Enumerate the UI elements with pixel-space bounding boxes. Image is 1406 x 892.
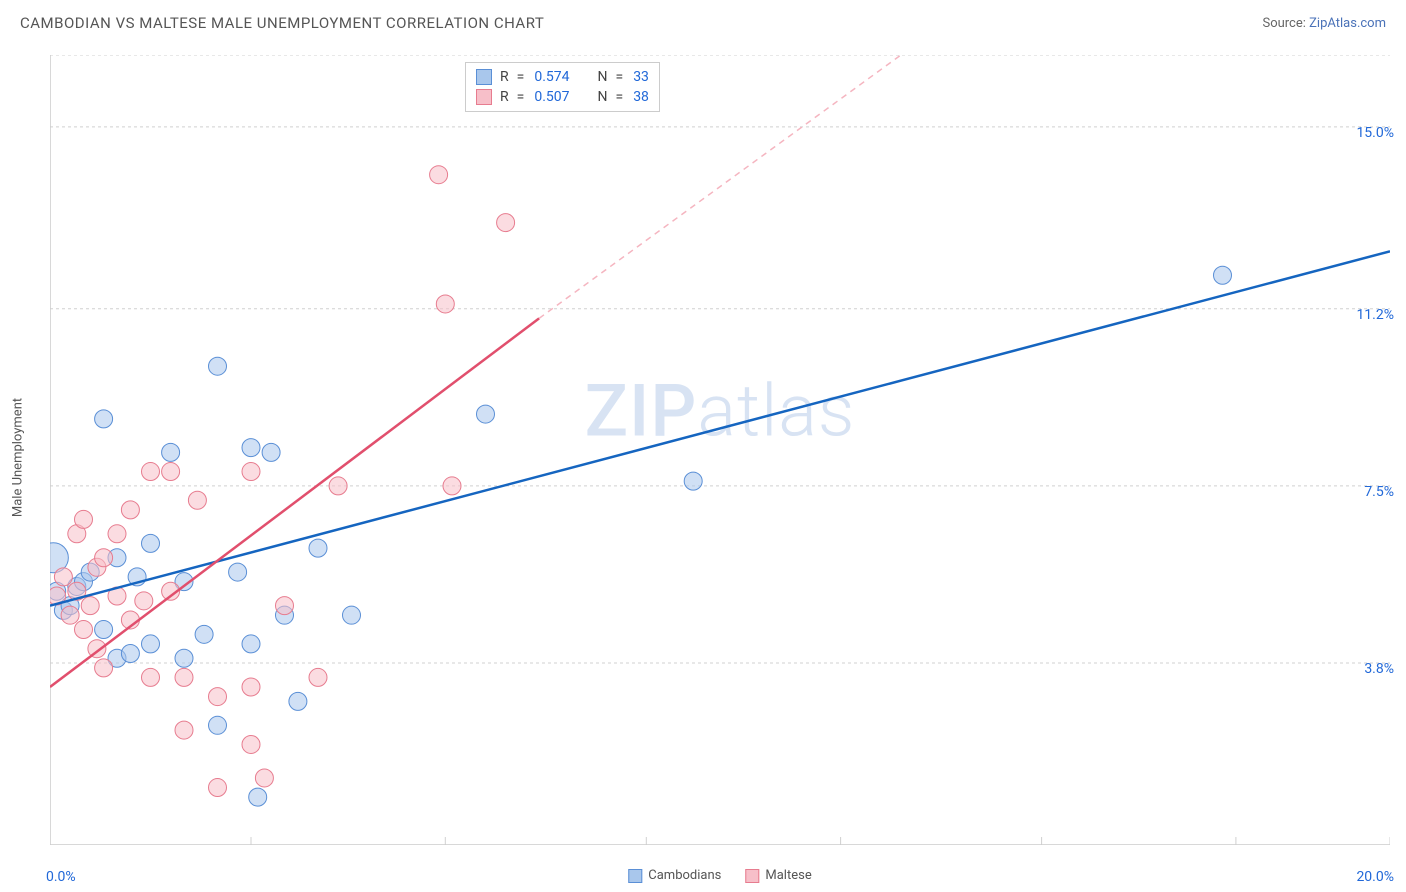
source-link[interactable]: ZipAtlas.com	[1309, 16, 1386, 31]
legend-swatch	[745, 869, 759, 883]
chart-header: CAMBODIAN VS MALTESE MALE UNEMPLOYMENT C…	[0, 0, 1406, 42]
y-tick-label: 15.0%	[1356, 125, 1394, 141]
legend-swatch	[628, 869, 642, 883]
legend-swatch	[476, 89, 492, 105]
chart-title: CAMBODIAN VS MALTESE MALE UNEMPLOYMENT C…	[20, 14, 544, 32]
legend-label: Cambodians	[648, 868, 721, 883]
n-value: 33	[633, 69, 649, 85]
legend-swatch	[476, 69, 492, 85]
r-value: 0.574	[534, 69, 569, 85]
scatter-chart	[50, 55, 1390, 845]
legend-series: Cambodians Maltese	[628, 868, 811, 883]
legend-correlation: R = 0.574 N = 33 R = 0.507 N = 38	[465, 62, 660, 112]
x-axis-min-label: 0.0%	[46, 869, 76, 885]
legend-item: Maltese	[745, 868, 811, 883]
equals: =	[616, 69, 624, 85]
r-label: R	[500, 89, 509, 105]
n-label: N	[598, 89, 608, 105]
equals: =	[517, 89, 525, 105]
chart-source: Source: ZipAtlas.com	[1262, 16, 1386, 31]
equals: =	[517, 69, 525, 85]
r-label: R	[500, 69, 509, 85]
legend-row: R = 0.574 N = 33	[476, 67, 649, 87]
y-tick-label: 11.2%	[1356, 307, 1394, 323]
r-value: 0.507	[534, 89, 569, 105]
y-tick-label: 7.5%	[1364, 484, 1394, 500]
source-prefix: Source:	[1262, 16, 1309, 31]
legend-label: Maltese	[765, 868, 811, 883]
chart-area: Male Unemployment ZIPatlas R = 0.574 N =…	[50, 55, 1390, 845]
n-value: 38	[633, 89, 649, 105]
n-label: N	[598, 69, 608, 85]
y-tick-label: 3.8%	[1364, 661, 1394, 677]
legend-row: R = 0.507 N = 38	[476, 87, 649, 107]
y-axis-label: Male Unemployment	[11, 398, 26, 517]
x-axis-max-label: 20.0%	[1356, 869, 1394, 885]
legend-item: Cambodians	[628, 868, 721, 883]
equals: =	[616, 89, 624, 105]
